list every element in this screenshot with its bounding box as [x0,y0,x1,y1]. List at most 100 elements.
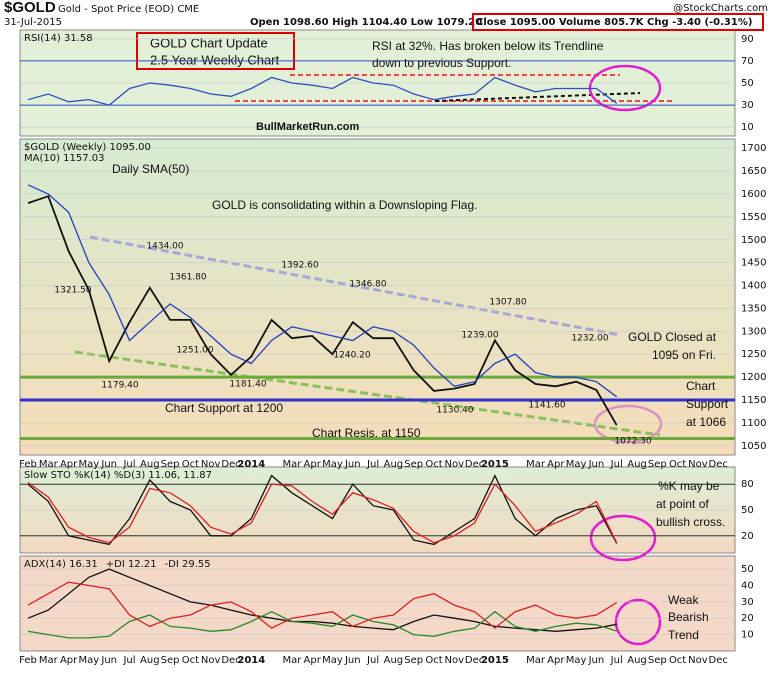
x-tick-label: Jun [588,655,605,666]
y-tick-label: 20 [741,531,754,542]
annotation: Weak [668,593,699,607]
x-tick-label: Mar [282,655,302,666]
x-tick-label: Dec [465,655,484,666]
title-line: 2.5 Year Weekly Chart [150,52,279,67]
annotation: 1095 on Fri. [652,348,716,362]
x-tick-label: Mar [526,655,546,666]
legend-entry: MA(10) 1157.03 [24,153,105,164]
x-tick-label: Aug [140,459,160,470]
x-tick-label: Jul [122,655,135,666]
series-line [27,581,618,629]
title-line: GOLD Chart Update [150,35,268,50]
x-tick-label: May [322,655,343,666]
x-tick-label: Sep [161,459,180,470]
price-label: 1232.00 [571,334,608,344]
annotation: Support [686,397,729,411]
price-label: 1141.60 [528,401,565,411]
price-label: 1307.80 [489,298,526,308]
price-label: 1251.00 [176,346,213,356]
x-tick-label: Mar [39,655,59,666]
y-tick-label: 1700 [741,143,766,154]
annotation: at point of [656,497,709,511]
price-label: 1346.80 [349,280,386,290]
y-tick-label: 1150 [741,395,766,406]
price-panel [19,138,736,456]
x-tick-label: Sep [404,655,423,666]
annotation: Trend [668,628,699,642]
y-tick-label: 1650 [741,166,766,177]
series-line [27,184,618,398]
annotation: RSI at 32%. Has broken below its Trendli… [372,39,604,53]
y-tick-label: 90 [741,34,754,45]
x-tick-label: Dec [221,459,240,470]
price-label: 1239.00 [461,331,498,341]
series-line [27,76,618,106]
x-tick-label: Nov [201,655,221,666]
price-label: 1179.40 [101,381,138,391]
x-tick-label: Mar [526,459,546,470]
annotation: down to previous Support. [372,56,511,70]
y-tick-label: 30 [741,597,754,608]
price-label: 1321.50 [54,286,91,296]
x-tick-label: 2015 [481,655,509,666]
y-tick-label: 10 [741,630,754,641]
x-tick-label: Jul [610,655,623,666]
annotation: Chart Resis. at 1150 [312,426,421,440]
price-label: 1240.20 [333,351,370,361]
price-label: 1361.80 [169,273,206,283]
x-tick-label: May [79,459,100,470]
y-tick-label: 1400 [741,281,766,292]
y-tick-label: 1550 [741,212,766,223]
y-tick-label: 40 [741,580,754,591]
x-tick-label: May [566,459,587,470]
x-tick-label: Jul [366,655,379,666]
x-tick-label: Feb [19,655,37,666]
highlight [589,514,657,562]
y-tick-label: 50 [741,505,754,516]
x-tick-label: Jun [344,655,361,666]
x-tick-label: Nov [445,459,465,470]
y-tick-label: 20 [741,613,754,624]
x-tick-label: Sep [404,459,423,470]
x-tick-label: 2014 [237,459,265,470]
x-tick-label: Dec [709,655,728,666]
price-label: 1434.00 [146,242,183,252]
y-tick-label: 80 [741,479,754,490]
x-tick-label: Apr [304,655,322,666]
x-tick-label: Jun [588,459,605,470]
x-tick-label: Apr [304,459,322,470]
x-tick-label: May [322,459,343,470]
x-tick-label: Oct [669,655,686,666]
x-tick-label: Mar [282,459,302,470]
legend-entry: -DI 29.55 [165,559,211,570]
x-tick-label: Apr [547,459,565,470]
x-tick-label: Dec [221,655,240,666]
x-tick-label: Nov [445,655,465,666]
x-tick-label: Oct [425,655,442,666]
legend-entry: $GOLD (Weekly) 1095.00 [24,142,151,153]
price-label: 1130.40 [436,406,473,416]
y-tick-label: 10 [741,122,754,133]
annotation: %K may be [658,479,720,493]
x-tick-label: May [566,655,587,666]
x-tick-label: Jul [610,459,623,470]
x-tick-label: Oct [182,655,199,666]
close-box [472,13,764,31]
annotation: Chart [686,379,716,393]
y-tick-label: 1100 [741,418,766,429]
x-tick-label: Sep [161,655,180,666]
series-line [27,195,618,426]
series-line [27,481,618,544]
x-tick-label: Oct [669,459,686,470]
x-tick-label: Sep [648,459,667,470]
x-tick-label: Aug [140,655,160,666]
annotation: bullish cross. [656,515,725,529]
y-tick-label: 1300 [741,326,766,337]
rsi-trendline [434,92,641,102]
price-label: 1392.60 [281,261,318,271]
x-tick-label: Dec [465,459,484,470]
x-tick-label: Aug [627,459,647,470]
y-tick-label: 1250 [741,349,766,360]
highlight [614,598,662,646]
